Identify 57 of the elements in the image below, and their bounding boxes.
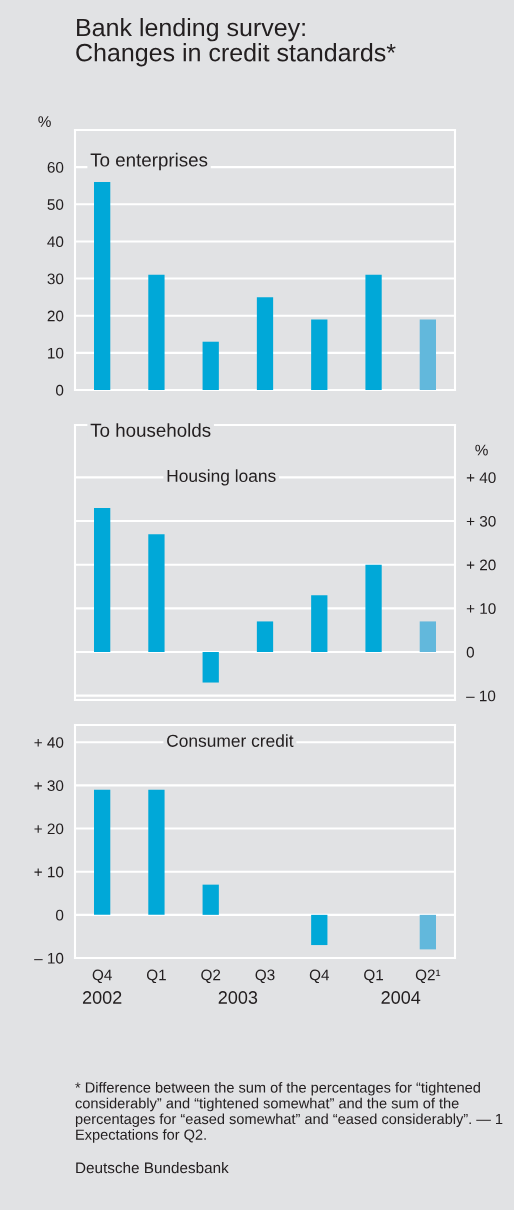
- x-tick-label: Q4: [309, 969, 330, 984]
- x-tick-label: Q3: [255, 969, 275, 984]
- bar: [256, 621, 274, 652]
- y-tick-label: + 10: [34, 866, 64, 878]
- text: Deutsche Bundesbank: [76, 1162, 229, 1174]
- y-tick-label: – 10: [34, 952, 64, 964]
- y-tick-label: 0: [55, 909, 64, 921]
- x-tick-label: Q1: [146, 969, 166, 984]
- y-tick-label: + 20: [34, 823, 64, 835]
- x-tick-label: Q2: [201, 969, 221, 984]
- y-tick-label: + 30: [34, 780, 64, 792]
- y-tick-label: 0: [466, 646, 475, 658]
- text: 2004: [381, 991, 421, 1004]
- chart-title: To households: [90, 423, 211, 437]
- chart-subtitle: Consumer credit: [167, 734, 294, 747]
- bar: [202, 651, 219, 683]
- x-tick-label: Q2¹: [415, 969, 441, 984]
- bar: [419, 319, 436, 390]
- bar: [311, 914, 328, 946]
- bar: [311, 595, 328, 652]
- bar: [365, 564, 382, 652]
- y-tick-label: 50: [47, 199, 64, 210]
- text: Housing loans: [167, 469, 276, 486]
- bar: [202, 884, 219, 915]
- text: 2003: [218, 991, 258, 1004]
- y-tick-label: 40: [47, 236, 64, 248]
- y-tick-label: + 40: [34, 737, 64, 748]
- bar: [94, 789, 111, 915]
- y-tick-label: 10: [48, 347, 64, 359]
- bar: [365, 274, 382, 390]
- bar: [256, 297, 274, 390]
- chart-title: Bank lending survey: Changes in credit standards*: [76, 18, 396, 67]
- bar: [419, 621, 436, 652]
- bar: [94, 507, 111, 652]
- y-tick-label: 60: [47, 162, 64, 173]
- y-tick-label: 20: [47, 310, 64, 322]
- bar: [148, 534, 165, 652]
- y-tick-label: 30: [47, 273, 64, 285]
- x-tick-label: Q1: [364, 969, 384, 984]
- bar: [311, 319, 328, 390]
- y-tick-label: – 10: [466, 690, 496, 702]
- bar: [148, 789, 165, 915]
- x-tick-label: Q4: [92, 969, 112, 984]
- y-axis-title: %: [38, 116, 51, 127]
- y-tick-label: + 40: [466, 472, 496, 484]
- bar: [202, 341, 219, 390]
- text: * Difference between the sum of the percentages for “tightened considerably” and “tightened somewhat” and the sum of the percentages for “eased somewhat” and “eased considerably”. — 1 Expectations for Q2.: [75, 1082, 503, 1143]
- text: To enterprises: [90, 152, 208, 171]
- bar: [94, 182, 111, 390]
- text: 2002: [82, 991, 122, 1004]
- y-tick-label: + 20: [466, 559, 496, 571]
- y-tick-label: + 10: [466, 603, 496, 615]
- y-axis-title: %: [475, 444, 488, 456]
- y-tick-label: 0: [55, 384, 64, 396]
- y-tick-label: + 30: [466, 515, 496, 527]
- bar: [148, 274, 165, 390]
- bar: [419, 914, 436, 950]
